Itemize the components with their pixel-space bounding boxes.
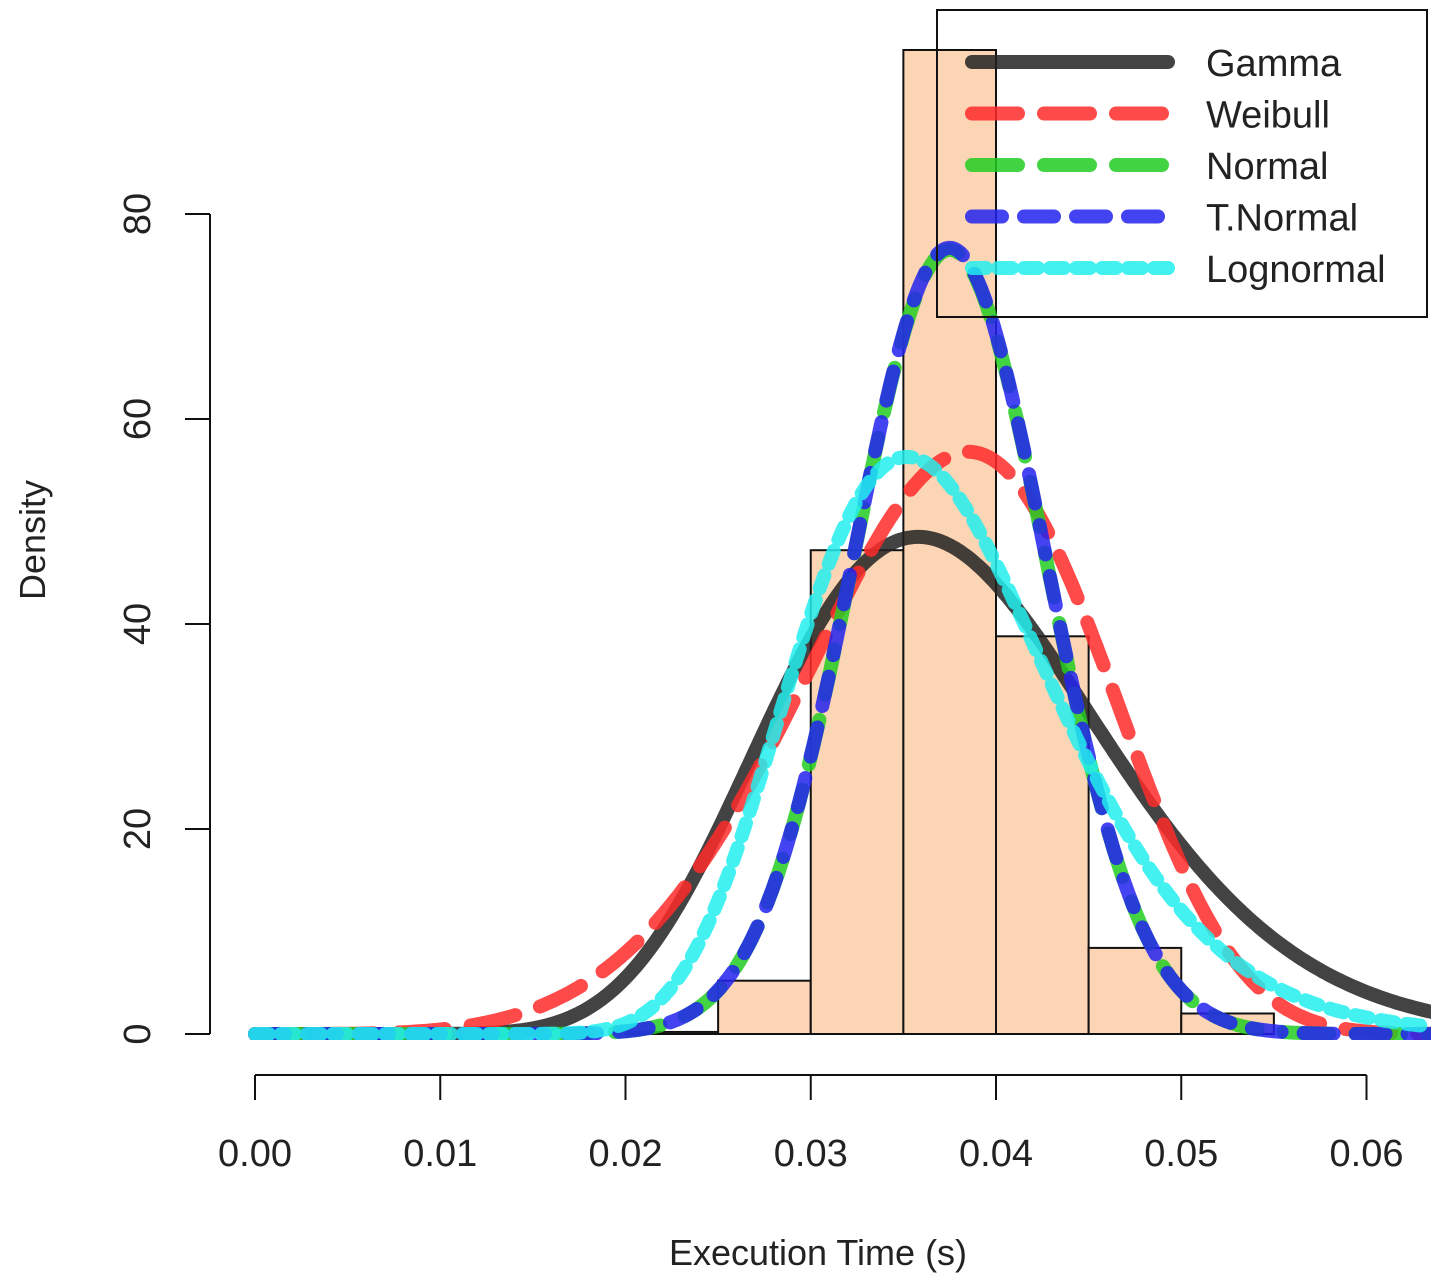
- histogram-bar-1: [717, 979, 812, 1036]
- x-axis: 0.00 0.01 0.02 0.03 0.04 0.05 0.06: [218, 1074, 1404, 1175]
- density-curve-lognormal: [248, 449, 1431, 1040]
- x-tick-label-0.02: 0.02: [589, 1133, 663, 1175]
- legend-label-lognormal: Lognormal: [1206, 249, 1386, 291]
- x-axis-title: Execution Time (s): [669, 1232, 967, 1273]
- y-tick-label-80: 80: [117, 193, 159, 235]
- y-tick-label-60: 60: [117, 398, 159, 440]
- legend-box: [936, 9, 1428, 318]
- y-tick-label-40: 40: [117, 603, 159, 645]
- density-curve-tnormal: [248, 240, 1431, 1040]
- legend-label-normal: Normal: [1206, 146, 1328, 188]
- legend: Gamma Weibull Normal T.Normal Lognormal: [936, 9, 1428, 318]
- x-tick-label-0.03: 0.03: [774, 1133, 848, 1175]
- y-axis: 0 20 40 60 80: [117, 193, 211, 1045]
- legend-label-weibull: Weibull: [1206, 95, 1330, 137]
- x-tick-label-0.04: 0.04: [959, 1133, 1033, 1175]
- legend-label-gamma: Gamma: [1206, 43, 1342, 85]
- density-curves: [248, 240, 1431, 1040]
- legend-label-tnormal: T.Normal: [1206, 198, 1358, 240]
- y-tick-label-20: 20: [117, 808, 159, 850]
- y-axis-title: Density: [12, 480, 53, 600]
- y-tick-label-0: 0: [117, 1023, 159, 1044]
- x-tick-label-0.05: 0.05: [1144, 1133, 1218, 1175]
- histogram-bar-5: [1087, 946, 1183, 1036]
- x-tick-label-0.01: 0.01: [403, 1133, 477, 1175]
- x-tick-label-0.00: 0.00: [218, 1133, 292, 1175]
- x-tick-label-0.06: 0.06: [1330, 1133, 1404, 1175]
